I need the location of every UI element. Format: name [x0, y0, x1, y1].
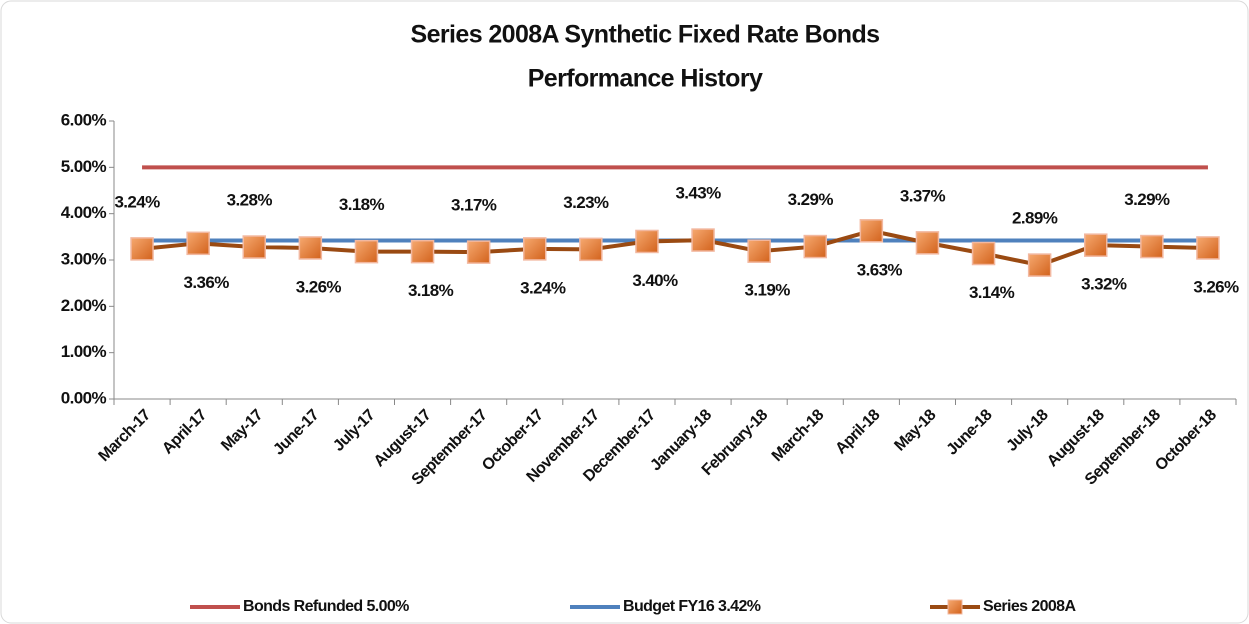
marker — [523, 237, 547, 261]
data-label: 3.63% — [857, 260, 903, 279]
data-label: 3.24% — [114, 192, 160, 211]
marker — [635, 229, 659, 254]
data-label: 3.26% — [1193, 277, 1239, 296]
y-tick-label: 2.00% — [61, 296, 107, 315]
y-tick-label: 6.00% — [61, 110, 107, 129]
data-label: 3.18% — [408, 281, 454, 300]
data-label: 3.23% — [563, 193, 609, 212]
legend-label: Bonds Refunded 5.00% — [243, 598, 409, 615]
marker — [1084, 233, 1108, 257]
data-label: 3.37% — [900, 186, 946, 205]
y-tick-label: 5.00% — [61, 157, 107, 176]
data-label: 3.19% — [745, 281, 791, 300]
marker — [298, 236, 323, 260]
marker — [1027, 253, 1052, 277]
data-label: 2.89% — [1012, 209, 1058, 228]
marker — [410, 239, 435, 264]
chart-title: Series 2008A Synthetic Fixed Rate Bonds — [411, 21, 880, 49]
marker — [971, 241, 996, 266]
chart-title: Performance History — [528, 65, 763, 93]
marker — [130, 237, 154, 261]
data-label: 3.29% — [1124, 190, 1170, 209]
legend-label: Budget FY16 3.42% — [623, 598, 761, 615]
marker — [803, 234, 827, 259]
marker — [186, 231, 210, 256]
marker — [747, 239, 771, 263]
data-label: 3.17% — [451, 196, 497, 215]
legend-marker — [947, 599, 963, 615]
marker — [466, 240, 491, 264]
marker — [1196, 236, 1220, 260]
marker — [1140, 234, 1164, 259]
data-label: 3.26% — [296, 277, 342, 296]
data-label: 3.24% — [520, 278, 566, 297]
y-tick-label: 4.00% — [61, 203, 107, 222]
data-label: 3.43% — [675, 184, 721, 203]
data-label: 3.32% — [1081, 275, 1127, 294]
data-label: 3.40% — [632, 271, 678, 290]
y-tick-label: 0.00% — [61, 388, 107, 407]
marker — [354, 239, 379, 264]
data-label: 3.36% — [184, 273, 230, 292]
marker — [579, 237, 603, 262]
legend-label: Series 2008A — [983, 598, 1076, 615]
y-tick-label: 3.00% — [61, 249, 107, 268]
data-label: 3.28% — [227, 191, 273, 210]
marker — [691, 228, 715, 252]
marker — [915, 231, 940, 255]
marker — [242, 235, 266, 259]
data-label: 3.18% — [339, 195, 385, 214]
data-label: 3.14% — [969, 283, 1015, 302]
y-tick-label: 1.00% — [61, 342, 107, 361]
data-label: 3.29% — [788, 190, 834, 209]
marker — [859, 219, 884, 243]
